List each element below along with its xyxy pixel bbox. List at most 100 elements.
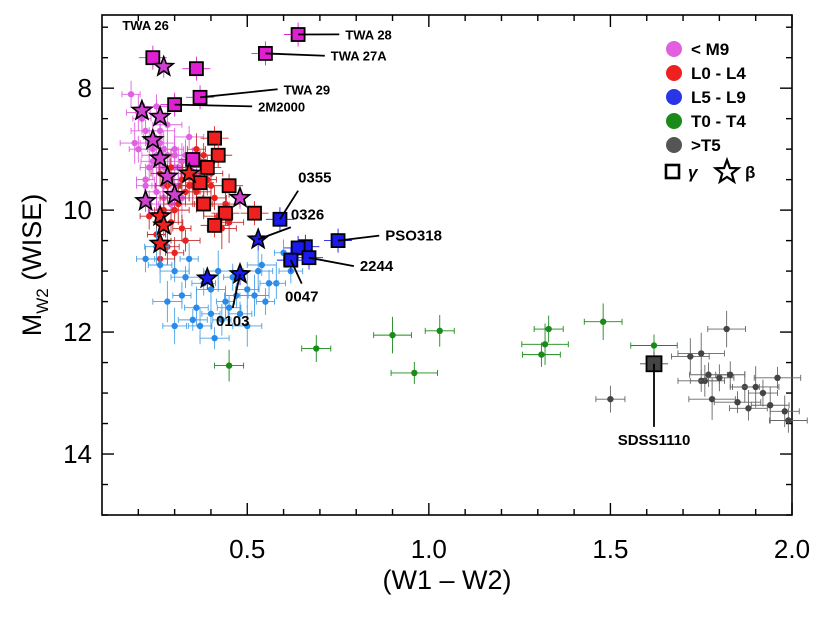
- data-point: [607, 395, 614, 403]
- y-axis-title-main: M: [17, 314, 47, 337]
- data-point: [215, 267, 222, 275]
- data-point: [599, 318, 607, 325]
- data-point: [218, 316, 226, 324]
- x-axis-title: (W1 – W2): [382, 565, 511, 595]
- gamma-square-marker: [210, 147, 226, 163]
- legend-marker: [666, 65, 682, 81]
- gamma-square-marker: [196, 196, 212, 212]
- data-point: [193, 145, 200, 153]
- data-point: [156, 127, 164, 135]
- annotation-label: 0047: [285, 289, 318, 306]
- y-axis-title: MW2 (WISE): [17, 194, 52, 337]
- y-axis-ticks: 8 10 12 14: [63, 26, 792, 516]
- data-point: [705, 371, 712, 378]
- data-point: [734, 398, 741, 406]
- data-point: [171, 249, 178, 257]
- data-point: [236, 310, 244, 317]
- data-point: [767, 402, 774, 409]
- y-tick-label: 8: [78, 73, 92, 103]
- annotation-label: 0326: [291, 206, 324, 223]
- data-point: [759, 389, 767, 397]
- annotation-label: 0103: [216, 313, 249, 330]
- data-point: [178, 225, 186, 232]
- data-point: [200, 152, 207, 159]
- data-point: [716, 374, 723, 382]
- annotation-label: 0355: [298, 170, 331, 187]
- data-point: [411, 369, 418, 377]
- data-point: [193, 304, 200, 311]
- data-point: [182, 237, 189, 244]
- data-point: [156, 261, 164, 269]
- legend-label: < M9: [691, 40, 729, 59]
- annotation-label: 2M2000: [258, 99, 305, 114]
- beta-star-marker: [130, 98, 154, 121]
- beta-star-marker: [141, 127, 165, 150]
- legend: < M9 L0 - L4 L5 - L9 T0 - T4 >T5 γ β: [664, 40, 755, 185]
- beta-star-marker: [162, 182, 187, 205]
- data-point: [222, 298, 229, 305]
- data-point: [160, 145, 167, 153]
- annotation-label: SDSS1110: [618, 432, 691, 449]
- gamma-square-marker: [199, 160, 215, 175]
- data-point: [142, 176, 149, 183]
- data-point: [211, 194, 218, 202]
- data-point: [167, 164, 175, 171]
- data-point: [182, 273, 189, 281]
- y-tick-label: 12: [63, 317, 92, 347]
- data-point: [185, 133, 193, 141]
- gamma-square-marker: [207, 130, 222, 146]
- data-point: [135, 145, 142, 153]
- legend-label: L0 - L4: [691, 64, 746, 83]
- data-point: [265, 280, 273, 287]
- gamma-square-marker: [247, 205, 262, 221]
- y-axis-title-rest: (WISE): [17, 194, 47, 289]
- legend-beta-label: β: [745, 163, 755, 182]
- plot-frame: [101, 14, 793, 516]
- data-series: [119, 22, 808, 433]
- data-point: [146, 164, 153, 171]
- data-point: [171, 206, 178, 214]
- beta-star-marker: [148, 146, 172, 169]
- annotation-leader: [174, 103, 253, 108]
- data-point: [196, 322, 204, 330]
- data-point: [225, 219, 233, 226]
- gamma-markers: [138, 22, 668, 376]
- beta-markers: [130, 54, 270, 290]
- annotation-leader: [265, 52, 325, 57]
- beta-star-marker: [152, 213, 176, 236]
- data-point: [708, 395, 716, 403]
- annotation-leader: [231, 273, 241, 309]
- legend-label: L5 - L9: [691, 88, 746, 107]
- data-point: [153, 103, 160, 110]
- x-tick-label: 1.0: [411, 534, 447, 564]
- gamma-square-marker: [221, 178, 237, 194]
- annotation-label: TWA 29: [284, 82, 330, 97]
- data-point: [538, 351, 545, 358]
- y-tick-label: 10: [63, 195, 92, 225]
- data-point: [244, 322, 251, 330]
- series-3: [214, 303, 678, 384]
- gamma-square-marker: [207, 217, 222, 233]
- data-point: [142, 255, 149, 263]
- legend-marker: [666, 137, 682, 153]
- data-point: [164, 298, 171, 305]
- annotation-label: PSO318: [385, 228, 442, 245]
- annotation-leader: [290, 259, 303, 284]
- data-point: [225, 304, 233, 311]
- annotation-label: TWA 27A: [331, 49, 387, 64]
- data-point: [781, 408, 788, 415]
- data-point: [650, 342, 658, 349]
- x-tick-label: 1.5: [592, 534, 628, 564]
- data-point: [687, 353, 694, 360]
- beta-star-marker: [195, 266, 219, 289]
- legend-marker: [666, 113, 682, 129]
- annotation-label: 2244: [360, 258, 394, 275]
- x-axis-ticks: 0.5 1.0 1.5 2.0: [137, 15, 810, 564]
- data-point: [244, 286, 251, 293]
- data-point: [254, 267, 262, 275]
- data-point: [774, 374, 781, 382]
- data-point: [723, 325, 730, 333]
- data-point: [225, 362, 233, 369]
- beta-star-marker: [148, 231, 172, 254]
- gamma-square-marker: [189, 61, 204, 77]
